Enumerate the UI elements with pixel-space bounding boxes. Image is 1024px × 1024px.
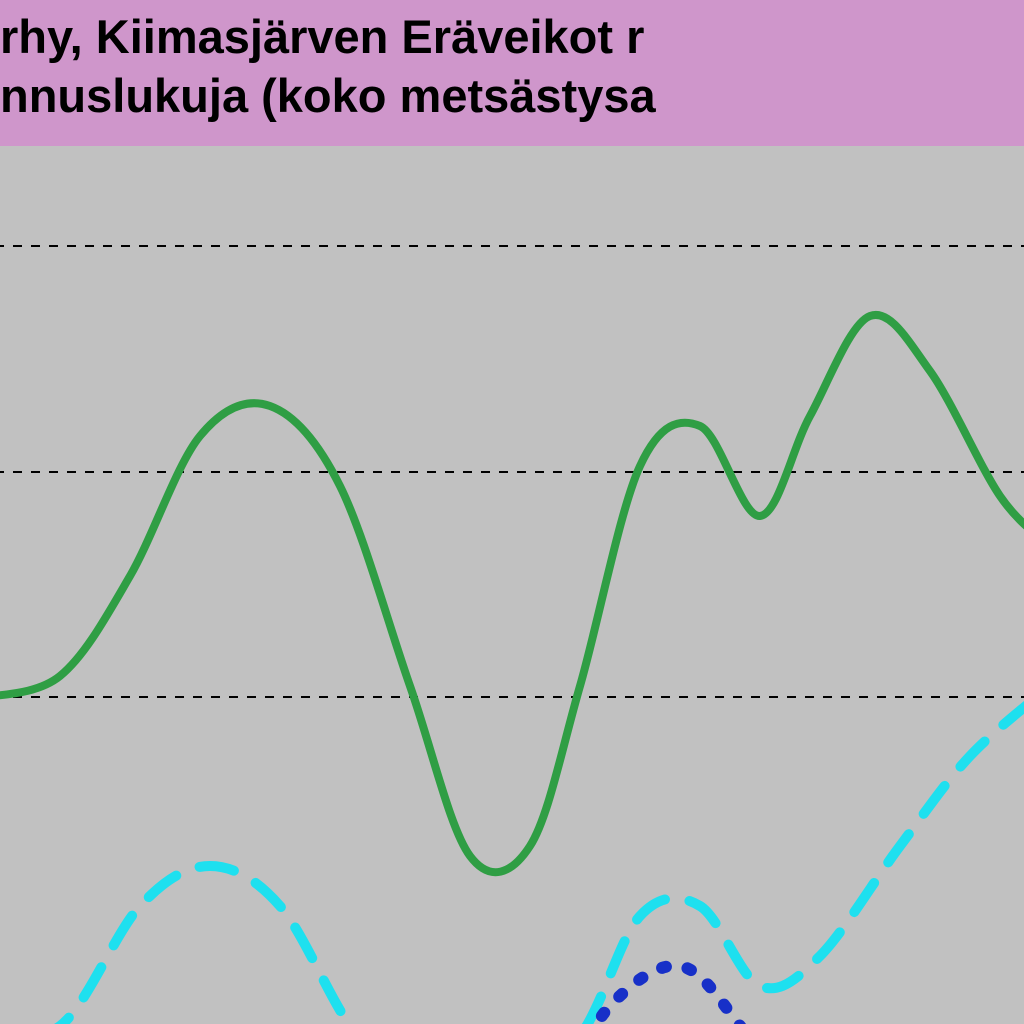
series-cyan-dashed [0,686,1024,1024]
plot-area [0,146,1024,1024]
chart-title: rhy, Kiimasjärven Eräveikot r nnuslukuja… [0,0,1024,146]
title-line-1: rhy, Kiimasjärven Eräveikot r [0,8,1024,67]
chart-container: rhy, Kiimasjärven Eräveikot r nnuslukuja… [0,0,1024,1024]
chart-svg [0,146,1024,1024]
series-green-solid [0,315,1024,872]
title-line-2: nnuslukuja (koko metsästysa [0,67,1024,126]
